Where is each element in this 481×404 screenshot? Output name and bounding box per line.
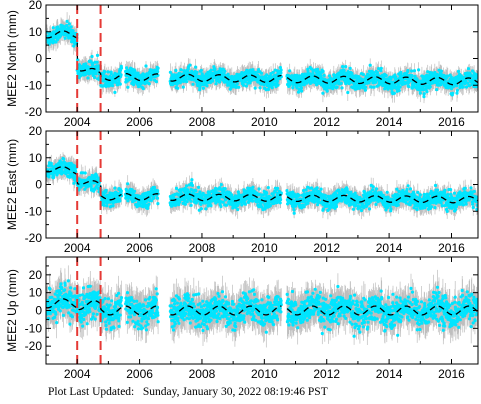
panel-2-xtick-label: 2004 [64,367,91,381]
panel-0-frame [45,4,479,113]
panel-0-xtick-label: 2004 [64,115,91,129]
panel-2: 2004 2006 2008 2010 2012 2014 2016 -20 -10 0 10 20 M… [5,256,479,381]
panel-0-xtick-label: 2006 [126,115,153,129]
panel-1-ytick-label: 20 [29,124,43,138]
panel-0-ytick-label: 10 [29,25,43,39]
panel-2-xtick-label: 2010 [251,367,278,381]
panel-2-ytick-label: 20 [29,268,43,282]
panel-1-xtick-label: 2014 [376,241,403,255]
panel-2-ylabel: MEE2 Up (mm) [5,269,19,352]
panel-2-ytick-label: -10 [25,321,43,335]
panel-2-model-line [46,298,478,316]
panel-2-ytick-label: 10 [29,286,43,300]
panel-1-ytick-label: -10 [25,204,43,218]
panel-1-ylabel: MEE2 East (mm) [5,139,19,230]
panel-1-plot-area [46,131,478,238]
panel-0-ytick-label: -10 [25,78,43,92]
panel-0-xtick-label: 2016 [438,115,465,129]
panel-2-xtick-label: 2006 [126,367,153,381]
panel-0-ylabel: MEE2 North (mm) [5,10,19,107]
panel-1-xtick-label: 2012 [313,241,340,255]
panel-2-plot-area [46,257,478,364]
panel-0-ytick-label: 20 [29,0,43,12]
panel-1-xtick-label: 2010 [251,241,278,255]
panel-2-ytick-label: 0 [35,304,42,318]
panel-2-xtick-label: 2008 [189,367,216,381]
panel-1-ytick-label: 0 [35,178,42,192]
panel-2-xtick-label: 2014 [376,367,403,381]
panel-0-xtick-label: 2014 [376,115,403,129]
panel-0-xtick-label: 2012 [313,115,340,129]
panel-0-ytick-label: -20 [25,105,43,119]
panel-0-xtick-label: 2010 [251,115,278,129]
panel-0-data-points [46,19,478,99]
panel-1-frame [45,130,479,239]
panel-1-xtick-label: 2006 [126,241,153,255]
panel-1-xtick-label: 2004 [64,241,91,255]
panel-2-xtick-label: 2016 [438,367,465,381]
panel-2-ytick-label: -20 [25,339,43,353]
panel-1-xtick-label: 2008 [189,241,216,255]
plot-footer: Plot Last Updated: Sunday, January 30, 2… [48,386,328,398]
panel-1: 2004 2006 2008 2010 2012 2014 2016 -20 -10 0 10 20 M… [5,124,479,255]
panel-0-model-line [46,30,478,86]
panel-1-model-line [46,166,478,204]
panel-0-plot-area [46,5,478,112]
panel-0-ytick-label: 0 [35,52,42,66]
footer-label: Plot Last Updated: [48,386,135,398]
panel-2-xtick-label: 2012 [313,367,340,381]
footer-timestamp: Sunday, January 30, 2022 08:19:46 PST [142,386,328,398]
panel-0: 2004 2006 2008 2010 2012 2014 2016 -20 -10 0 10 20 M… [5,0,479,129]
panel-1-ytick-label: -20 [25,231,43,245]
panel-1-ytick-label: 10 [29,151,43,165]
panel-0-xtick-label: 2008 [189,115,216,129]
panel-1-xtick-label: 2016 [438,241,465,255]
